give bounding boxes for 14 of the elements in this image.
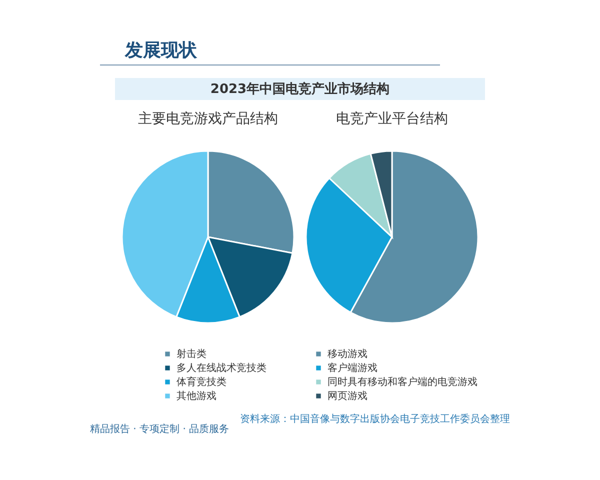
legend-label: 客户端游戏	[328, 362, 378, 374]
chart-title: 电竞产业平台结构	[336, 111, 448, 127]
legend-label: 体育竞技类	[176, 376, 226, 388]
text: 精品报告 · 专项定制 · 品质服务	[90, 423, 230, 435]
text: 2023年中国电竞产业市场结构	[210, 81, 390, 97]
text: 发展现状	[124, 40, 198, 61]
legend-label: 网页游戏	[328, 390, 368, 402]
legend-label: 同时具有移动和客户端的电竞游戏	[328, 376, 478, 388]
legend-label: 射击类	[176, 348, 206, 360]
legend-label: 移动游戏	[328, 348, 368, 360]
chart-title: 主要电竞游戏产品结构	[138, 111, 278, 127]
text: 资料来源：中国音像与数字出版协会电子竞技工作委员会整理	[240, 413, 510, 425]
legend-label: 其他游戏	[176, 390, 216, 402]
legend-label: 多人在线战术竞技类	[176, 362, 266, 374]
